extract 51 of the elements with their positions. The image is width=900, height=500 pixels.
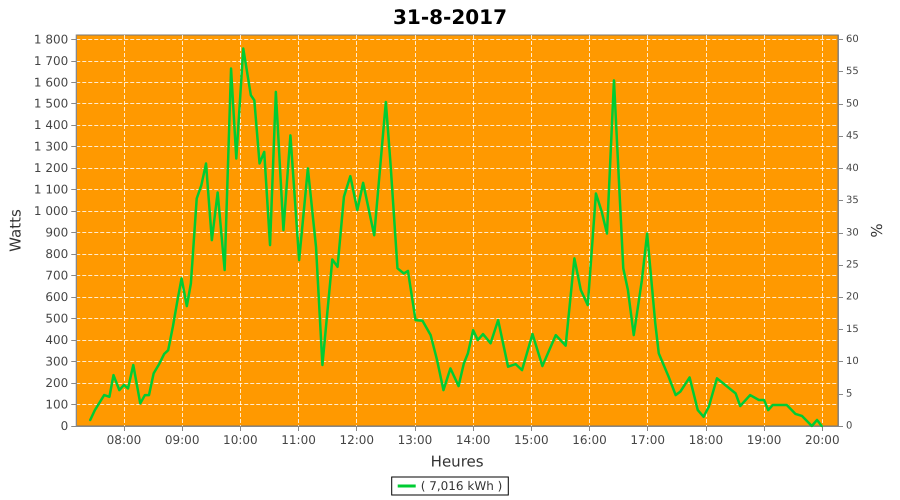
y-tick-label: 1 300 xyxy=(34,140,68,154)
x-axis-title: Heures xyxy=(430,452,484,470)
x-tick-label: 12:00 xyxy=(339,433,374,447)
y2-tick-label: 50 xyxy=(846,98,859,110)
y2-tick-label: 15 xyxy=(846,324,859,335)
legend-label: ( 7,016 kWh ) xyxy=(420,479,502,493)
y-axis-title: Watts xyxy=(6,209,24,252)
y2-tick-label: 45 xyxy=(846,130,859,142)
y-tick-label: 900 xyxy=(45,226,68,240)
y2-tick-label: 35 xyxy=(846,195,859,206)
y2-tick-label: 30 xyxy=(846,227,859,238)
chart-title: 31-8-2017 xyxy=(392,5,508,29)
x-tick-label: 20:00 xyxy=(804,433,840,447)
y-tick-label: 1 800 xyxy=(34,32,68,46)
x-tick-label: 17:00 xyxy=(630,433,666,447)
x-tick-label: 13:00 xyxy=(398,433,432,447)
y-tick-label: 1 100 xyxy=(34,182,68,197)
y2-tick-label: 10 xyxy=(846,356,859,368)
y2-axis-title: % xyxy=(868,223,886,238)
x-tick-label: 08:00 xyxy=(106,433,142,447)
y-tick-label: 1 500 xyxy=(34,96,68,111)
y-tick-label: 100 xyxy=(45,398,68,412)
y-tick-label: 1 700 xyxy=(34,54,68,68)
y-tick-label: 1 200 xyxy=(34,161,68,176)
x-tick-label: 14:00 xyxy=(456,433,490,447)
x-tick-label: 11:00 xyxy=(281,433,316,447)
y2-tick-label: 55 xyxy=(846,66,859,78)
line-series xyxy=(88,47,823,428)
y-tick-label: 1 000 xyxy=(34,204,68,218)
y-tick-label: 200 xyxy=(45,376,68,390)
x-tick-label: 18:00 xyxy=(688,433,724,447)
y-tick-label: 1 600 xyxy=(34,75,68,90)
x-tick-label: 19:00 xyxy=(746,433,782,447)
y-tick-label: 500 xyxy=(45,312,68,326)
y2-tick-label: 60 xyxy=(846,34,859,46)
y-tick-label: 0 xyxy=(60,419,68,433)
x-tick-label: 10:00 xyxy=(223,433,258,447)
y-tick-label: 400 xyxy=(45,333,68,348)
y2-tick-label: 25 xyxy=(846,259,859,270)
y2-tick-label: 5 xyxy=(846,388,852,400)
x-tick-label: 15:00 xyxy=(514,433,549,447)
y-tick-label: 800 xyxy=(45,247,68,262)
y2-tick-label: 20 xyxy=(846,292,859,303)
x-tick-label: 09:00 xyxy=(164,433,200,447)
y2-tick-label: 0 xyxy=(846,420,852,432)
y-tick-label: 1 400 xyxy=(34,118,68,132)
y-tick-label: 600 xyxy=(45,290,68,304)
y-tick-label: 300 xyxy=(45,354,68,369)
y2-tick-label: 40 xyxy=(846,162,859,174)
x-tick-label: 16:00 xyxy=(572,433,607,447)
y-tick-label: 700 xyxy=(45,268,68,283)
